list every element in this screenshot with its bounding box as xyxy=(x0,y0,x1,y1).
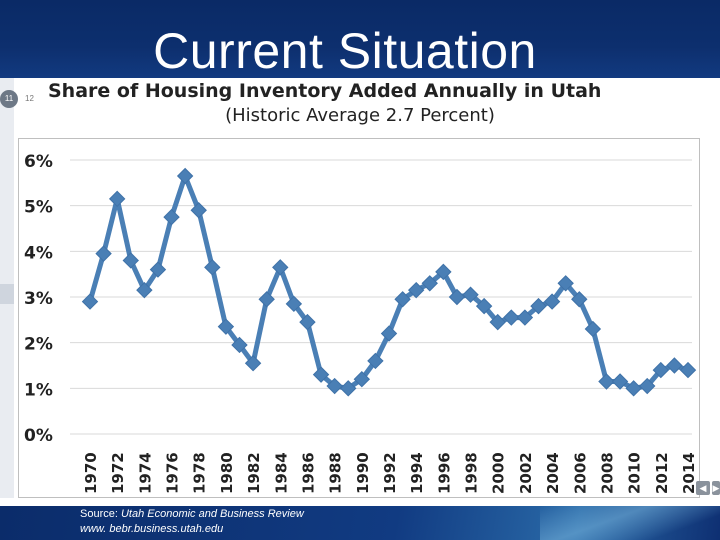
data-point xyxy=(244,355,262,372)
data-point xyxy=(326,377,343,395)
line-chart: 0% 1% 2% 3% 4% 5% 6% 1970 1972 1974 1976 1978 1980 19… xyxy=(18,138,700,498)
data-point xyxy=(571,291,588,308)
data-point xyxy=(190,202,207,219)
data-point xyxy=(285,295,303,313)
data-point xyxy=(503,309,520,326)
source-url: www. bebr.business.utah.edu xyxy=(80,523,224,535)
x-tick-label: 1990 xyxy=(354,452,372,494)
data-point xyxy=(258,291,275,308)
data-point xyxy=(108,190,126,208)
chart-frame xyxy=(18,138,700,498)
x-tick-label: 2012 xyxy=(653,452,671,494)
x-tick-label: 2008 xyxy=(598,452,616,494)
data-point xyxy=(299,313,316,331)
x-tick-label: 1998 xyxy=(463,452,481,494)
data-point xyxy=(367,352,384,370)
data-point xyxy=(407,281,425,299)
source-prefix: Source: xyxy=(80,508,121,520)
data-point xyxy=(516,309,534,326)
triangle-right-icon: ▶ xyxy=(712,483,720,493)
next-slide-button[interactable]: ▶ xyxy=(712,481,720,495)
data-point xyxy=(489,313,506,331)
data-point xyxy=(421,275,438,292)
x-tick-label: 2002 xyxy=(517,452,535,494)
y-tick-label: 5% xyxy=(24,198,53,218)
data-point xyxy=(95,245,112,262)
next-page-number[interactable]: 12 xyxy=(25,94,34,103)
x-tick-label: 1992 xyxy=(381,452,399,494)
data-point xyxy=(380,325,398,342)
y-tick-label: 0% xyxy=(24,426,53,446)
data-point xyxy=(639,377,656,395)
y-tick-label: 2% xyxy=(24,335,53,355)
data-point xyxy=(231,336,248,354)
footer-accent xyxy=(540,506,720,540)
source-citation: Source: Utah Economic and Business Revie… xyxy=(80,508,304,520)
x-tick-label: 2014 xyxy=(680,452,698,494)
data-point xyxy=(176,167,194,185)
prev-slide-button[interactable]: ◀ xyxy=(696,481,710,495)
data-point xyxy=(475,297,493,315)
slide-title: Current Situation xyxy=(153,23,537,79)
data-point xyxy=(81,293,99,310)
data-point xyxy=(435,263,452,281)
data-point xyxy=(611,373,629,390)
data-point xyxy=(122,252,139,269)
x-tick-label: 1988 xyxy=(327,452,345,494)
source-name: Utah Economic and Business Review xyxy=(120,508,304,520)
data-point xyxy=(666,357,683,374)
data-point xyxy=(217,318,235,335)
data-point xyxy=(557,275,574,292)
y-tick-label: 3% xyxy=(24,289,53,309)
x-tick-label: 1982 xyxy=(245,452,263,494)
x-tick-label: 1980 xyxy=(218,452,236,494)
y-tick-label: 1% xyxy=(24,380,53,400)
x-tick-label: 1970 xyxy=(82,452,100,494)
y-tick-label: 4% xyxy=(24,243,53,263)
x-tick-label: 1984 xyxy=(272,452,290,494)
data-point xyxy=(204,259,221,276)
data-point xyxy=(462,286,479,303)
thumbnail-tab[interactable] xyxy=(0,284,14,304)
chart-subtitle-text: (Historic Average 2.7 Percent) xyxy=(225,105,495,126)
data-point xyxy=(340,380,357,397)
data-point xyxy=(149,261,167,278)
x-tick-label: 1994 xyxy=(408,452,426,494)
data-point xyxy=(543,293,561,310)
x-tick-label: 2006 xyxy=(571,452,589,494)
data-point xyxy=(272,259,289,276)
data-point xyxy=(530,297,547,315)
data-point xyxy=(136,281,153,299)
chart-subtitle: (Historic Average 2.7 Percent) xyxy=(0,105,720,126)
data-point xyxy=(163,208,180,226)
chart-title: Share of Housing Inventory Added Annuall… xyxy=(48,80,602,102)
x-tick-label: 1978 xyxy=(191,452,209,494)
data-point xyxy=(448,288,466,306)
data-point xyxy=(652,361,670,379)
x-tick-label: 2004 xyxy=(544,452,562,494)
x-tick-label: 1974 xyxy=(136,452,154,494)
data-point xyxy=(394,291,411,308)
y-tick-label: 6% xyxy=(24,152,53,172)
data-point xyxy=(679,361,697,379)
x-tick-label: 1986 xyxy=(299,452,317,494)
triangle-left-icon: ◀ xyxy=(699,483,707,493)
x-tick-label: 1976 xyxy=(164,452,182,494)
data-point xyxy=(625,380,642,397)
data-point xyxy=(584,320,602,338)
x-tick-label: 2010 xyxy=(626,452,644,494)
data-point xyxy=(312,366,330,383)
page-number-badge[interactable]: 11 xyxy=(0,90,18,108)
title-banner xyxy=(0,0,720,78)
x-tick-label: 1972 xyxy=(109,452,127,494)
x-tick-label: 2000 xyxy=(490,452,508,494)
data-point xyxy=(353,370,371,388)
data-point xyxy=(598,373,615,390)
x-tick-label: 1996 xyxy=(435,452,453,494)
